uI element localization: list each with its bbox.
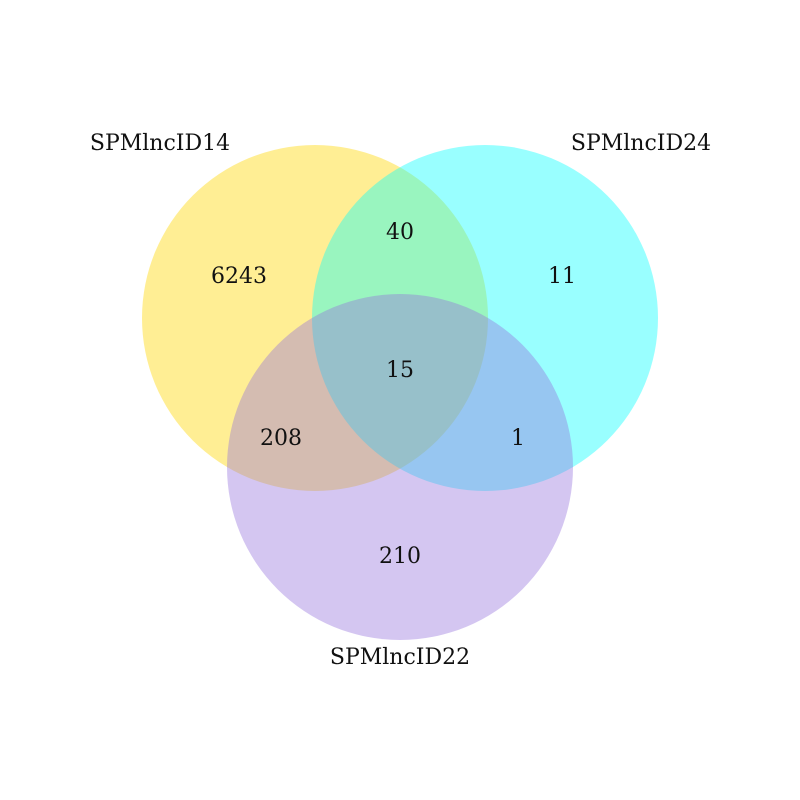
circle-set-c — [227, 294, 573, 640]
circle-set-b — [312, 145, 658, 491]
circle-set-a — [142, 145, 488, 491]
region-counts: 6243 11 40 15 208 1 210 — [211, 220, 576, 569]
count-c-only: 210 — [379, 544, 421, 569]
count-abc: 15 — [386, 358, 414, 383]
count-a-only: 6243 — [211, 264, 267, 289]
count-bc: 1 — [511, 426, 525, 451]
set-labels: SPMlncID14 SPMlncID24 SPMlncID22 — [90, 131, 711, 670]
set-label-c: SPMlncID22 — [330, 645, 470, 670]
count-ab: 40 — [386, 220, 414, 245]
set-label-b: SPMlncID24 — [571, 131, 711, 156]
circles — [142, 145, 658, 640]
count-b-only: 11 — [548, 264, 576, 289]
count-ac: 208 — [260, 426, 302, 451]
set-label-a: SPMlncID14 — [90, 131, 230, 156]
